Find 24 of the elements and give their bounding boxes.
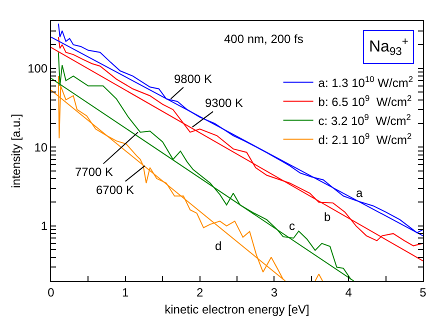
x-tick-label: 5 — [420, 285, 427, 300]
x-tick-label: 3 — [270, 285, 278, 300]
annotation: 400 nm, 200 fs — [224, 32, 304, 46]
x-tick-label: 0 — [48, 285, 55, 300]
y-axis-title: intensity [a.u.] — [8, 114, 23, 188]
x-tick-label: 1 — [122, 285, 130, 300]
annotation: d — [215, 239, 222, 253]
legend-label: c: 3.2 10$^{9}$ W/cm$^{2}$ — [318, 112, 412, 128]
annotation: 9800 K — [174, 72, 212, 86]
x-axis-title: kinetic electron energy [eV] — [164, 302, 310, 316]
y-tick-label: 10 — [34, 140, 48, 154]
legend-label: a: 1.3 10$^{10}$ W/cm$^{2}$ — [318, 74, 414, 90]
annotation: 6700 K — [96, 183, 134, 197]
y-tick-label: 1 — [40, 219, 48, 234]
annotation: a — [356, 186, 363, 200]
legend-label: d: 2.1 10$^{9}$ W/cm$^{2}$ — [318, 130, 412, 147]
x-tick-label: 2 — [196, 285, 204, 300]
annotation: 9300 K — [205, 96, 244, 110]
legend-label: b: 6.5 10$^{9}$ W/cm$^{2}$ — [318, 92, 412, 109]
y-tick-label: 100 — [28, 62, 48, 76]
x-tick-label: 4 — [345, 285, 352, 300]
annotation: c — [289, 219, 295, 233]
annotation: 7700 K — [75, 165, 114, 179]
annotation: b — [324, 210, 331, 224]
